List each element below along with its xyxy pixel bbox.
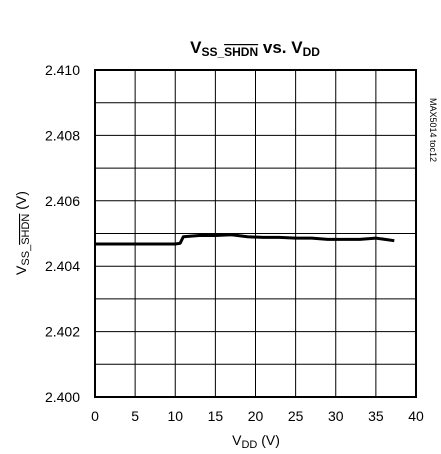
y-tick-label: 2.402: [45, 324, 80, 340]
y-tick-label: 2.408: [45, 127, 80, 143]
ylabel-sub2: SHDN: [20, 214, 32, 245]
x-tick-label: 0: [91, 408, 99, 424]
y-tick-label: 2.404: [45, 258, 80, 274]
x-tick-label: 40: [408, 408, 424, 424]
title-v: V: [190, 38, 202, 57]
side-label: MAX5014 toc12: [428, 98, 438, 162]
x-axis-label: VDD (V): [232, 432, 280, 451]
title-shdn-sub: SHDN: [224, 45, 258, 59]
x-tick-labels: 0 5 10 15 20 25 30 35 40: [91, 408, 424, 424]
x-tick-label: 35: [368, 408, 384, 424]
chart-title: VSS_SHDN vs. VDD: [190, 38, 320, 59]
xlabel-sub: DD: [241, 439, 257, 451]
grid: [95, 70, 416, 397]
y-tick-labels: 2.400 2.402 2.404 2.406 2.408 2.410: [45, 62, 80, 405]
y-tick-label: 2.410: [45, 62, 80, 78]
xlabel-unit: (V): [257, 432, 280, 448]
y-axis-label: VSS_SHDN (V): [13, 191, 32, 275]
y-tick-label: 2.406: [45, 193, 80, 209]
series-group: [95, 233, 395, 246]
x-tick-label: 30: [328, 408, 344, 424]
x-tick-label: 5: [131, 408, 139, 424]
plot-frame: [94, 69, 417, 398]
ylabel-unit: (V): [13, 191, 29, 214]
xlabel-v: V: [232, 432, 242, 448]
x-tick-label: 25: [288, 408, 304, 424]
x-tick-label: 10: [167, 408, 183, 424]
ylabel-v: V: [13, 265, 29, 275]
title-dd-sub: DD: [303, 45, 321, 59]
series-line: [95, 233, 395, 246]
ylabel-sub1: SS_: [20, 244, 32, 266]
x-tick-label: 15: [208, 408, 224, 424]
y-tick-label: 2.400: [45, 389, 80, 405]
title-vs: vs. V: [258, 38, 303, 57]
x-tick-label: 20: [248, 408, 264, 424]
title-ss-sub: SS_: [201, 45, 224, 59]
